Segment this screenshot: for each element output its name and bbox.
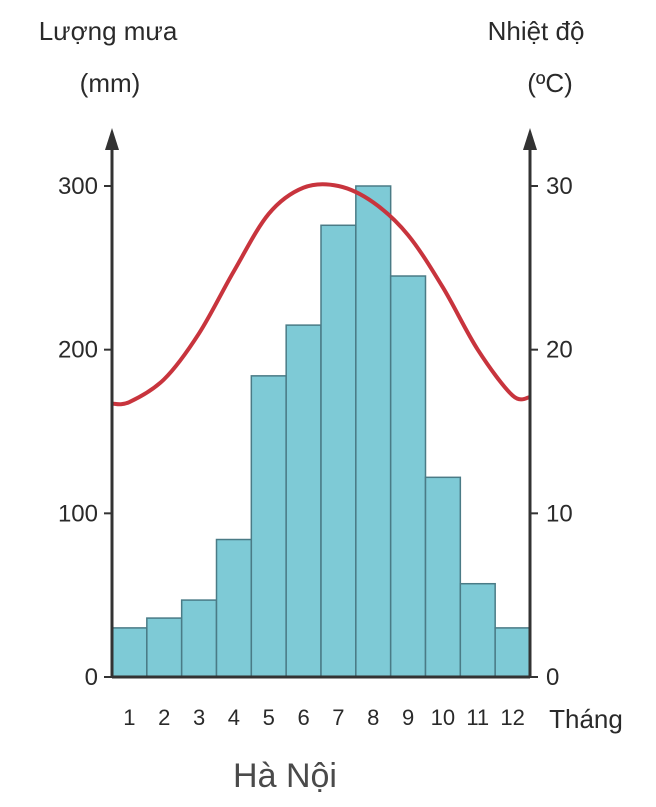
x-axis-label: Tháng [549, 704, 623, 734]
month-label-10: 10 [431, 705, 455, 730]
rainfall-bar-7 [320, 224, 357, 678]
right-axis-label: Nhiệt độ [488, 16, 585, 46]
left-tick-label: 0 [85, 664, 98, 691]
right-tick-label: 0 [546, 664, 559, 691]
right-axis-unit: (ºC) [527, 68, 573, 98]
labels-layer: Lượng mưa (mm) Nhiệt độ (ºC) Tháng Hà Nộ… [39, 16, 623, 795]
month-label-9: 9 [402, 705, 414, 730]
month-label-1: 1 [123, 705, 135, 730]
chart-title: Hà Nội [233, 757, 337, 795]
bars-layer [111, 185, 531, 678]
right-tick-label: 30 [546, 173, 573, 200]
axes-layer [105, 128, 537, 679]
left-axis-label: Lượng mưa [39, 16, 178, 46]
line-layer [111, 182, 531, 407]
rainfall-bar-10 [424, 476, 462, 678]
left-tick-label: 100 [58, 500, 98, 527]
rainfall-bar-4 [215, 538, 253, 678]
rainfall-bar-12 [494, 627, 531, 678]
month-label-7: 7 [332, 705, 344, 730]
month-label-2: 2 [158, 705, 170, 730]
rainfall-bar-3 [180, 599, 218, 678]
month-label-4: 4 [228, 705, 240, 730]
left-tick-label: 200 [58, 337, 98, 364]
month-label-6: 6 [297, 705, 309, 730]
right-tick-label: 20 [546, 337, 573, 364]
month-label-12: 12 [500, 705, 524, 730]
rainfall-bar-6 [285, 324, 322, 678]
left-axis-unit: (mm) [80, 68, 141, 98]
month-label-8: 8 [367, 705, 379, 730]
left-tick-label: 300 [58, 173, 98, 200]
month-label-3: 3 [193, 705, 205, 730]
rainfall-bar-1 [111, 627, 148, 678]
month-label-5: 5 [263, 705, 275, 730]
rainfall-bar-8 [355, 185, 392, 678]
rainfall-bar-9 [389, 275, 427, 678]
rainfall-bar-11 [459, 582, 496, 678]
left-axis-arrow [105, 128, 119, 150]
right-tick-label: 10 [546, 500, 573, 527]
rainfall-bar-2 [146, 617, 183, 678]
temperature-line [111, 182, 531, 407]
right-axis-arrow [523, 128, 537, 150]
month-label-11: 11 [466, 705, 489, 730]
rainfall-bar-5 [250, 375, 287, 678]
